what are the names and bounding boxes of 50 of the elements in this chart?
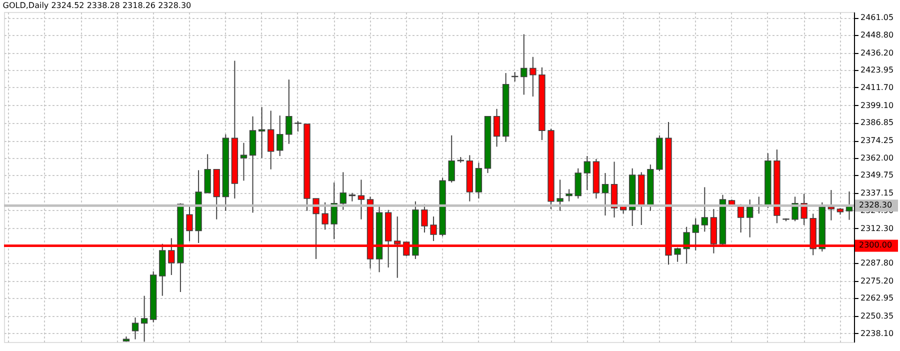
y-tick-label: 2399.10: [860, 100, 894, 110]
candlestick: [828, 190, 835, 221]
candlestick: [358, 179, 365, 220]
candlestick: [240, 142, 248, 182]
candlestick: [286, 79, 292, 144]
candlestick: [701, 186, 708, 232]
candlestick: [692, 218, 699, 252]
candlestick: [430, 216, 437, 242]
candlestick: [674, 247, 681, 262]
ref-line-label: 2300.00: [859, 240, 892, 250]
candlestick: [268, 110, 274, 170]
y-tick-label: 2287.80: [860, 258, 894, 268]
candlestick: [448, 134, 455, 184]
ref-line-label: 2328.30: [859, 200, 892, 210]
candlestick: [258, 106, 266, 159]
chart-title: GOLD,Daily 2324.52 2338.28 2318.26 2328.30: [2, 1, 192, 10]
candlestick: [530, 56, 536, 98]
y-tick-label: 2461.05: [860, 13, 894, 22]
y-tick-label: 2349.75: [860, 170, 894, 180]
candlestick: [556, 179, 564, 212]
y-tick-label: 2448.80: [860, 30, 894, 40]
candlestick: [294, 120, 302, 132]
candlestick: [140, 295, 148, 342]
candlestick: [566, 188, 572, 202]
y-tick-label: 2262.95: [860, 294, 894, 303]
candlestick: [475, 162, 482, 200]
candlestick: [584, 156, 590, 191]
candlestick: [493, 108, 500, 148]
y-tick-label: 2386.85: [860, 118, 894, 128]
candlestick: [602, 172, 609, 216]
candlestick: [322, 202, 328, 230]
y-tick-label: 2374.25: [860, 136, 894, 146]
candlestick: [520, 34, 528, 96]
y-tick-label: 2250.35: [860, 312, 894, 321]
y-tick-label: 2436.20: [860, 48, 894, 58]
y-tick-label: 2411.70: [860, 82, 894, 92]
y-tick-label: 2275.20: [860, 276, 894, 286]
candlestick: [746, 199, 754, 238]
y-tick-label: 2238.10: [860, 328, 894, 338]
y-tick-label: 2337.15: [860, 188, 894, 198]
y-tick-label: 2423.95: [860, 66, 894, 75]
candlestick: [204, 154, 211, 194]
candlestick: [340, 172, 346, 210]
candlestick: [574, 168, 582, 200]
y-tick-label: 2362.00: [860, 153, 894, 162]
y-tick-label: 2312.30: [860, 224, 894, 233]
candlestick: [186, 206, 193, 242]
candlestick: [421, 204, 428, 234]
candlestick: [132, 317, 139, 340]
candlestick: [276, 115, 284, 157]
